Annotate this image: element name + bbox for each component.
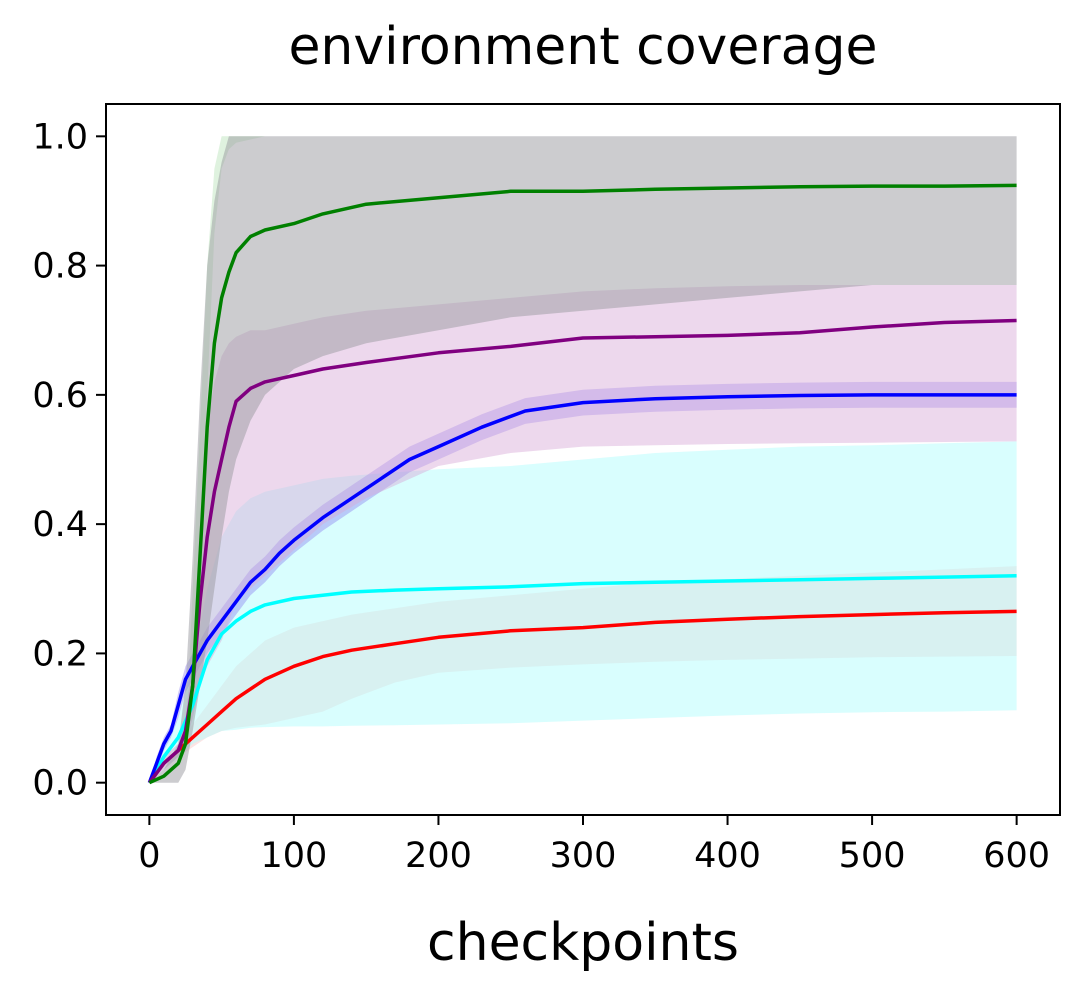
x-tick-label: 500	[839, 836, 906, 876]
x-tick-label: 600	[983, 836, 1050, 876]
y-tick-label: 0.6	[32, 376, 88, 416]
y-axis-ticks: 0.0 0.2 0.4 0.6 0.8 1.0	[32, 117, 106, 804]
y-tick-label: 0.2	[32, 634, 88, 674]
series-4-band	[149, 136, 1017, 783]
y-tick-label: 0.0	[32, 764, 88, 804]
x-tick-label: 0	[138, 836, 160, 876]
y-tick-label: 0.8	[32, 247, 88, 287]
x-tick-label: 400	[694, 836, 761, 876]
series-3-band	[149, 285, 1017, 783]
chart-title: environment coverage	[288, 17, 877, 77]
series-2-line	[147, 393, 1017, 784]
series-lines	[147, 183, 1017, 785]
x-axis-label: checkpoints	[427, 913, 739, 973]
y-tick-label: 0.4	[32, 505, 88, 545]
x-axis-ticks: 0 100 200 300 400 500 600	[138, 815, 1050, 876]
series-1-line	[147, 574, 1017, 784]
y-tick-label: 1.0	[32, 117, 88, 157]
x-tick-label: 100	[261, 836, 328, 876]
series-0-line	[147, 609, 1017, 784]
series-2-band	[149, 381, 1017, 783]
series-4-line	[148, 183, 1017, 785]
series-1-band	[149, 441, 1017, 783]
x-tick-label: 300	[550, 836, 617, 876]
confidence-bands	[149, 136, 1017, 783]
x-tick-label: 200	[405, 836, 472, 876]
